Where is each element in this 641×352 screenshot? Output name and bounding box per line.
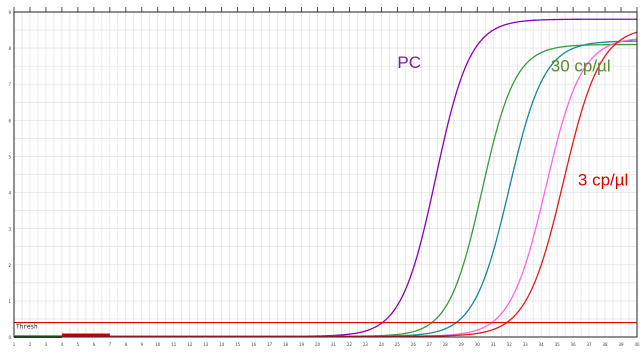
x-tick-label: 17 <box>267 342 273 347</box>
x-tick-label: 19 <box>299 342 305 347</box>
x-tick-label: 5 <box>77 342 80 347</box>
x-tick-labels: 1 2 3 4 5 6 7 8 9 10 11 12 13 14 15 16 17 18 19 20 21 22 23 24 2… <box>13 342 640 347</box>
y-tick-label: 1 <box>8 299 11 304</box>
x-tick-label: 39 <box>618 342 624 347</box>
y-tick-label: 7 <box>8 82 11 87</box>
series-line <box>14 31 638 337</box>
x-tick-label: 36 <box>571 342 577 347</box>
x-tick-label: 24 <box>379 342 385 347</box>
x-tick-label: 12 <box>187 342 193 347</box>
y-tick-label: 8 <box>8 46 11 51</box>
x-tick-label: 15 <box>235 342 241 347</box>
x-tick-label: 29 <box>459 342 465 347</box>
x-tick-label: 37 <box>587 342 593 347</box>
y-tick-label: 6 <box>8 118 11 123</box>
plot-frame <box>13 11 638 338</box>
x-tick-label: 35 <box>555 342 561 347</box>
y-tick-label: 5 <box>8 154 11 159</box>
y-tick-label: 2 <box>8 263 11 268</box>
x-tick-label: 13 <box>203 342 209 347</box>
x-tick-label: 4 <box>61 342 64 347</box>
annotation-label: 30 cp/µl <box>551 57 611 76</box>
x-tick-label: 27 <box>427 342 433 347</box>
y-tick-labels: 0 1 2 3 4 5 6 7 8 9 <box>8 10 11 340</box>
x-tick-label: 38 <box>603 342 609 347</box>
annotations: PC 30 cp/µl 3 cp/µl <box>397 53 628 189</box>
x-tick-label: 32 <box>507 342 513 347</box>
x-tick-label: 7 <box>109 342 112 347</box>
x-tick-label: 11 <box>171 342 177 347</box>
x-tick-label: 23 <box>363 342 369 347</box>
threshold-group: Thresh <box>14 322 637 331</box>
x-tick-label: 31 <box>491 342 497 347</box>
x-tick-label: 33 <box>523 342 529 347</box>
x-tick-label: 25 <box>395 342 401 347</box>
x-tick-label: 16 <box>251 342 257 347</box>
x-tick-label: 34 <box>539 342 545 347</box>
y-tick-label: 3 <box>8 227 11 232</box>
x-tick-label: 6 <box>93 342 96 347</box>
x-tick-label: 1 <box>13 342 16 347</box>
x-tick-label: 28 <box>443 342 449 347</box>
x-tick-label: 14 <box>219 342 225 347</box>
x-tick-label: 3 <box>45 342 48 347</box>
x-tick-label: 21 <box>331 342 337 347</box>
x-tick-label: 8 <box>125 342 128 347</box>
threshold-label: Thresh <box>16 324 38 331</box>
x-tick-label: 30 <box>475 342 481 347</box>
annotation-label: 3 cp/µl <box>578 170 628 189</box>
y-tick-label: 0 <box>8 335 11 340</box>
x-tick-label: 22 <box>347 342 353 347</box>
x-tick-label: 20 <box>315 342 321 347</box>
y-tick-label: 9 <box>8 10 11 15</box>
x-tick-label: 2 <box>29 342 32 347</box>
annotation-label: PC <box>397 53 421 72</box>
y-tick-label: 4 <box>8 191 11 196</box>
x-tick-label: 18 <box>283 342 289 347</box>
grid <box>13 7 638 338</box>
x-tick-label: 9 <box>141 342 144 347</box>
x-tick-label: 40 <box>634 342 640 347</box>
x-tick-label: 10 <box>155 342 161 347</box>
x-tick-label: 26 <box>411 342 417 347</box>
